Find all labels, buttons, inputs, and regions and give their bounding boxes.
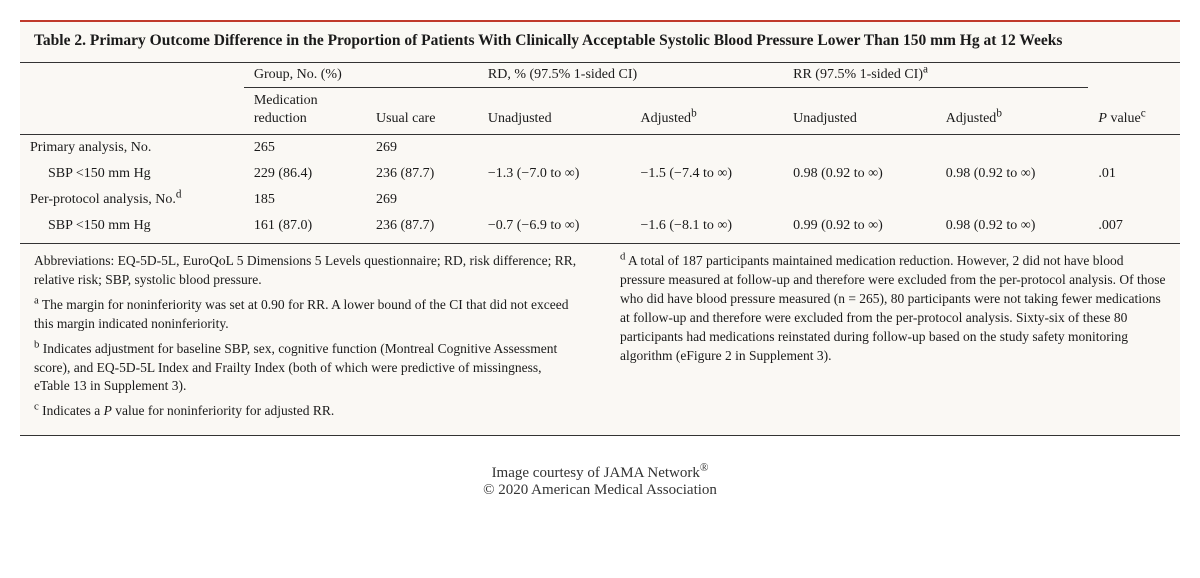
table-row: SBP <150 mm Hg 161 (87.0) 236 (87.7) −0.…	[20, 213, 1180, 239]
row-primary-analysis: Primary analysis, No.	[20, 135, 244, 162]
col-usual-care: Usual care	[366, 87, 478, 134]
col-rd-adjusted: Adjustedb	[631, 87, 784, 134]
col-rr-unadjusted: Unadjusted	[783, 87, 936, 134]
col-group-group: Group, No. (%)	[244, 62, 478, 87]
footnotes: Abbreviations: EQ-5D-5L, EuroQoL 5 Dimen…	[20, 243, 1180, 427]
image-credit: Image courtesy of JAMA Network® © 2020 A…	[20, 462, 1180, 499]
footnote-abbrev: Abbreviations: EQ-5D-5L, EuroQoL 5 Dimen…	[34, 252, 580, 290]
table-row: Per-protocol analysis, No.d 185 269	[20, 187, 1180, 213]
table-row: Primary analysis, No. 265 269	[20, 135, 1180, 162]
col-rd-unadjusted: Unadjusted	[478, 87, 631, 134]
col-group-rr: RR (97.5% 1-sided CI)a	[783, 62, 1088, 87]
table-title: Table 2. Primary Outcome Difference in t…	[20, 22, 1180, 62]
col-med-reduction: Medication reduction	[244, 87, 366, 134]
col-group-rd: RD, % (97.5% 1-sided CI)	[478, 62, 783, 87]
row-primary-sbp: SBP <150 mm Hg	[20, 161, 244, 187]
table-container: Table 2. Primary Outcome Difference in t…	[20, 20, 1180, 436]
row-perprotocol-sbp: SBP <150 mm Hg	[20, 213, 244, 239]
footnote-d: d A total of 187 participants maintained…	[620, 252, 1166, 365]
footnote-a: a The margin for noninferiority was set …	[34, 296, 580, 334]
table-row: SBP <150 mm Hg 229 (86.4) 236 (87.7) −1.…	[20, 161, 1180, 187]
footnote-c: c Indicates a P value for noninferiority…	[34, 402, 580, 421]
footnote-b: b Indicates adjustment for baseline SBP,…	[34, 340, 580, 397]
row-perprotocol-analysis: Per-protocol analysis, No.d	[20, 187, 244, 213]
col-p-value: P valuec	[1088, 87, 1180, 134]
outcome-table: Group, No. (%) RD, % (97.5% 1-sided CI) …	[20, 62, 1180, 239]
col-rr-adjusted: Adjustedb	[936, 87, 1089, 134]
